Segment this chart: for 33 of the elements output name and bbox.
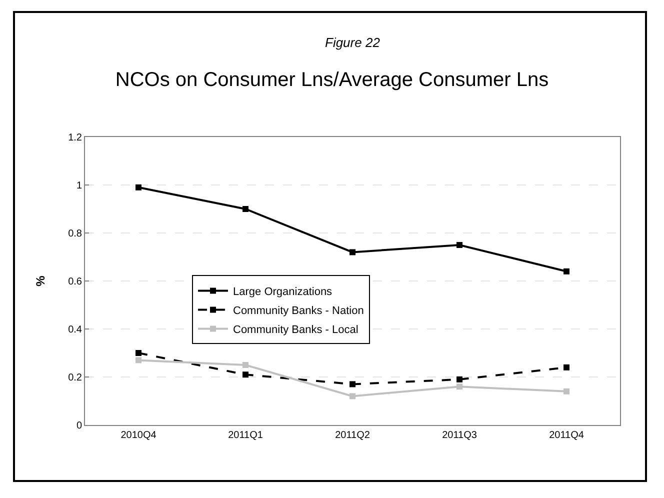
y-axis-title: %	[33, 275, 48, 286]
chart-title: NCOs on Consumer Lns/Average Consumer Lns	[115, 69, 549, 92]
x-tick-label: 2011Q4	[549, 430, 584, 441]
y-tick-label: 0.6	[68, 276, 82, 288]
point	[564, 364, 570, 370]
y-tick-label: 1.2	[68, 132, 82, 144]
point	[350, 381, 356, 388]
point	[242, 206, 248, 212]
point	[136, 357, 142, 364]
point	[564, 388, 570, 394]
x-tick-label: 2011Q1	[228, 430, 264, 441]
point	[136, 350, 142, 356]
y-tick-label: 1	[76, 180, 82, 192]
point	[456, 384, 462, 390]
y-tick-label: 0.2	[68, 372, 82, 384]
legend-label: Community Banks - Local	[233, 324, 358, 336]
point	[242, 372, 248, 378]
chart-subtitle: Figure 22	[325, 35, 381, 50]
x-tick-label: 2011Q3	[442, 430, 478, 441]
legend-label: Community Banks - Nation	[233, 305, 364, 318]
point	[456, 242, 462, 248]
point	[350, 249, 356, 256]
y-tick-label: 0.8	[68, 228, 82, 240]
point	[136, 184, 142, 190]
x-tick-label: 2011Q2	[335, 430, 370, 441]
point	[564, 268, 570, 274]
y-tick-label: 0	[76, 420, 82, 432]
point	[350, 393, 356, 400]
y-tick-label: 0.4	[68, 324, 82, 336]
point	[242, 362, 248, 368]
x-tick-label: 2010Q4	[120, 430, 157, 441]
legend-label: Large Organizations	[233, 286, 333, 298]
point	[456, 376, 462, 382]
